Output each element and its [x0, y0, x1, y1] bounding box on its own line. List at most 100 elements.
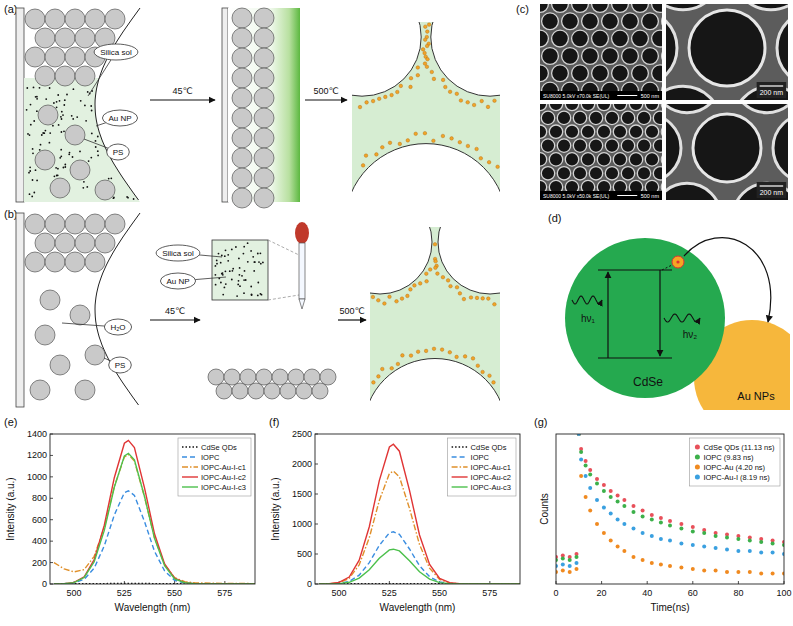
ps-sphere — [232, 128, 252, 148]
pore — [666, 183, 721, 200]
au-np — [416, 66, 420, 70]
legend-box — [689, 438, 780, 486]
scale-patch — [757, 182, 787, 198]
data-point — [714, 569, 718, 573]
ps-sphere — [65, 47, 85, 67]
pore — [540, 153, 547, 166]
quantum-dot — [565, 238, 725, 398]
scale-label: 200 nm — [760, 189, 784, 196]
ps-sphere — [45, 252, 65, 272]
pore — [645, 104, 658, 111]
pore — [642, 48, 659, 65]
au-np — [388, 141, 392, 145]
legend-label: CdSe QDs (11.13 ns) — [703, 443, 775, 452]
process-arrow — [338, 319, 366, 320]
au-np — [229, 270, 231, 272]
zoom-line — [268, 295, 299, 300]
au-np — [225, 270, 227, 272]
au-np — [216, 263, 218, 265]
au-np — [76, 116, 78, 118]
data-point — [622, 522, 626, 526]
x-tick-label: 550 — [432, 588, 447, 598]
ps-sphere — [25, 47, 45, 67]
au-np — [493, 303, 497, 307]
data-point — [602, 531, 606, 535]
y-tick-label: 0 — [307, 579, 312, 589]
au-np — [381, 367, 385, 371]
au-np — [426, 30, 430, 34]
y-tick — [315, 494, 318, 495]
au-np — [253, 261, 255, 263]
energy-level — [598, 357, 672, 358]
au-np — [220, 262, 222, 264]
au-np — [59, 100, 61, 102]
data-point — [679, 527, 683, 531]
emission-arrow — [659, 270, 660, 356]
data-point — [575, 567, 579, 571]
data-point — [659, 563, 663, 567]
pore — [653, 111, 662, 124]
au-np — [247, 261, 249, 263]
au-np — [68, 153, 70, 155]
au-np — [220, 282, 222, 284]
au-np — [427, 23, 431, 27]
pore — [581, 104, 594, 111]
ps-sphere — [65, 9, 85, 29]
au-np — [30, 104, 32, 106]
au-np — [455, 92, 459, 96]
au-np — [469, 296, 473, 300]
data-point — [679, 522, 683, 526]
pore — [552, 30, 569, 47]
data-point — [584, 495, 588, 499]
tag-outline — [107, 144, 130, 160]
au-np — [110, 177, 112, 179]
pore — [666, 4, 721, 10]
pore — [542, 48, 559, 65]
pore — [549, 125, 562, 138]
au-np — [434, 266, 438, 270]
au-np — [45, 130, 47, 132]
data-point — [602, 483, 606, 487]
scale-bar — [760, 85, 784, 86]
legend: CdSe QDsIOPCIOPC-Au-I-c1IOPC-Au-I-c2IOPC… — [178, 438, 251, 496]
au-np — [250, 286, 252, 288]
au-np — [423, 38, 427, 42]
y-tick — [315, 524, 318, 525]
pore — [352, 22, 421, 96]
au-np — [406, 294, 410, 298]
au-np — [372, 381, 376, 385]
au-np — [406, 139, 410, 143]
y-axis-title: Intensity (a.u.) — [270, 477, 281, 540]
pore — [589, 139, 602, 152]
au-np — [241, 275, 243, 277]
pore — [581, 153, 594, 166]
au-np — [45, 98, 47, 100]
au-np — [63, 130, 65, 132]
tag-text: Au NP — [166, 277, 189, 286]
ps-sphere — [75, 28, 95, 48]
scale-patch — [757, 82, 787, 98]
data-point — [588, 509, 592, 513]
pore — [565, 125, 578, 138]
series-line — [54, 455, 255, 584]
panel-label: (a) — [4, 3, 17, 15]
au-np — [423, 131, 427, 135]
pore — [572, 30, 589, 47]
pore — [540, 125, 547, 138]
ps-sphere — [296, 383, 312, 399]
data-point — [584, 464, 588, 468]
tag-outline — [104, 319, 131, 335]
data-point — [691, 525, 695, 529]
legend-key — [182, 446, 198, 447]
sol-inset — [212, 240, 268, 300]
data-point — [668, 564, 672, 568]
pore — [605, 139, 618, 152]
pore — [565, 153, 578, 166]
data-point — [584, 474, 588, 478]
pore — [622, 13, 639, 30]
data-point — [632, 555, 636, 559]
legend-key — [452, 466, 468, 467]
pore — [621, 111, 634, 124]
au-np — [432, 347, 436, 351]
au-np — [365, 101, 369, 105]
